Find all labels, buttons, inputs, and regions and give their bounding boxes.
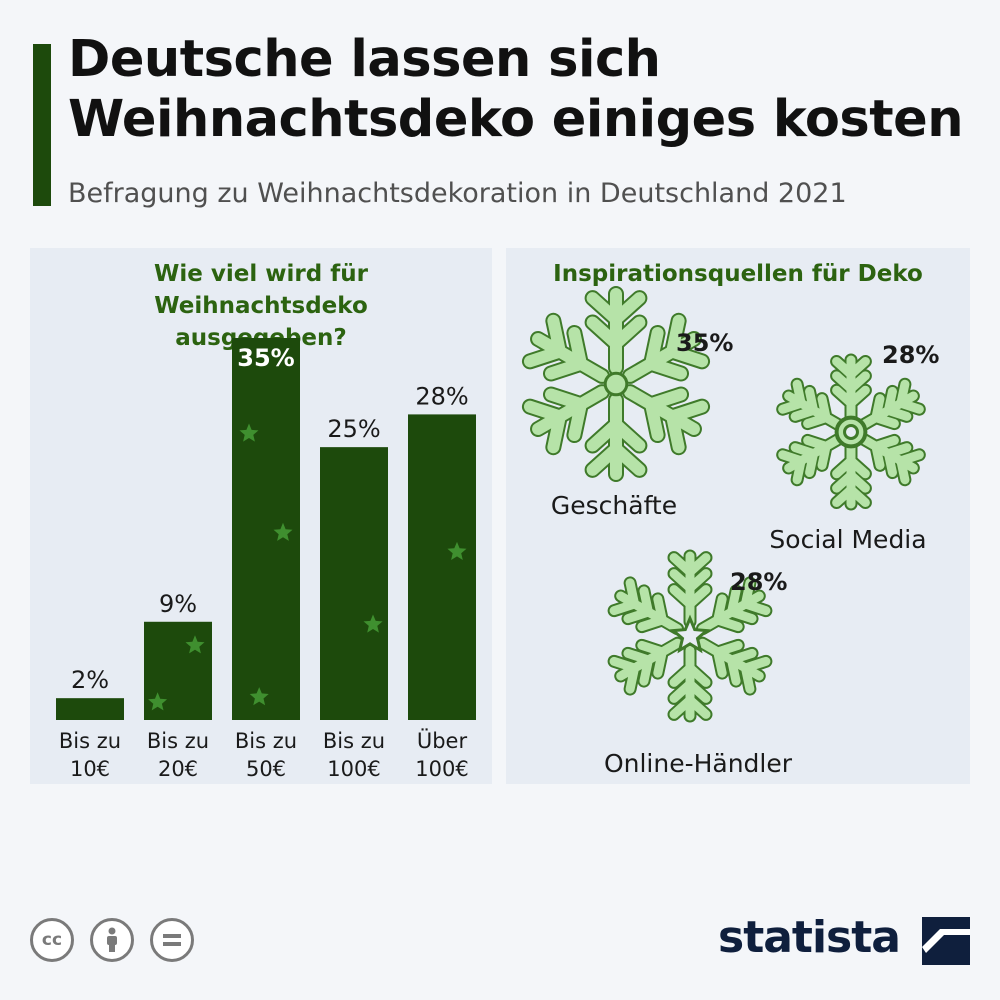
category-label: 100€: [415, 757, 468, 781]
snowflake-icon: [776, 353, 926, 511]
bar: [232, 338, 300, 720]
category-label: Bis zu: [235, 729, 297, 753]
statista-logo-icon[interactable]: [922, 917, 970, 965]
star-icon: [273, 522, 293, 541]
page-title: Deutsche lassen sich Weihnachtsdeko eini…: [68, 30, 964, 149]
category-label: 50€: [246, 757, 286, 781]
source-label: Geschäfte: [551, 491, 677, 520]
cc-license-icon[interactable]: cc: [30, 918, 74, 962]
bar-value-label: 25%: [327, 415, 380, 443]
spending-panel-title: Wie viel wird für Weihnachtsdeko ausgege…: [154, 261, 368, 351]
bar: [56, 698, 124, 720]
category-label: 100€: [327, 757, 380, 781]
statista-logo-text[interactable]: statista: [718, 912, 901, 963]
star-icon: [249, 687, 269, 706]
star-icon: [447, 541, 467, 560]
bar: [320, 447, 388, 720]
category-label: Bis zu: [323, 729, 385, 753]
source-value-label: 28%: [730, 568, 787, 596]
bar-value-label: 35%: [237, 344, 294, 372]
title-accent-bar: [33, 44, 51, 206]
bar-value-label: 9%: [159, 590, 197, 618]
snowflake-icon: [607, 549, 773, 723]
snowflake-icon: [521, 286, 711, 482]
bar-value-label: 28%: [415, 382, 468, 410]
spending-panel: Wie viel wird für Weihnachtsdeko ausgege…: [30, 248, 492, 784]
star-icon: [363, 614, 383, 633]
page-subtitle: Befragung zu Weihnachtsdekoration in Deu…: [68, 178, 847, 209]
star-icon: [185, 635, 205, 654]
category-label: Bis zu: [59, 729, 121, 753]
inspiration-panel: Inspirationsquellen für Deko 35% Geschäft…: [506, 248, 970, 784]
star-icon: [148, 692, 168, 711]
source-value-label: 35%: [676, 329, 733, 357]
attribution-icon[interactable]: [90, 918, 134, 962]
bar: [408, 414, 476, 720]
source-label: Online-Händler: [604, 749, 793, 778]
category-label: 10€: [70, 757, 110, 781]
star-icon: [239, 423, 259, 442]
source-value-label: 28%: [882, 341, 939, 369]
spending-bar-chart: 2% Bis zu 10€ 9% Bis zu 20€ 35% Bis zu 50€ 25% Bis…: [56, 338, 476, 781]
inspiration-panel-title: Inspirationsquellen für Deko: [553, 261, 923, 287]
source-label: Social Media: [769, 525, 926, 554]
category-label: Bis zu: [147, 729, 209, 753]
inspiration-pictogram: 35% Geschäfte 28% Social Media 28% Online-Hän…: [521, 286, 939, 778]
bar-value-label: 2%: [71, 666, 109, 694]
no-derivatives-icon[interactable]: [150, 918, 194, 962]
category-label: 20€: [158, 757, 198, 781]
category-label: Über: [417, 728, 468, 753]
